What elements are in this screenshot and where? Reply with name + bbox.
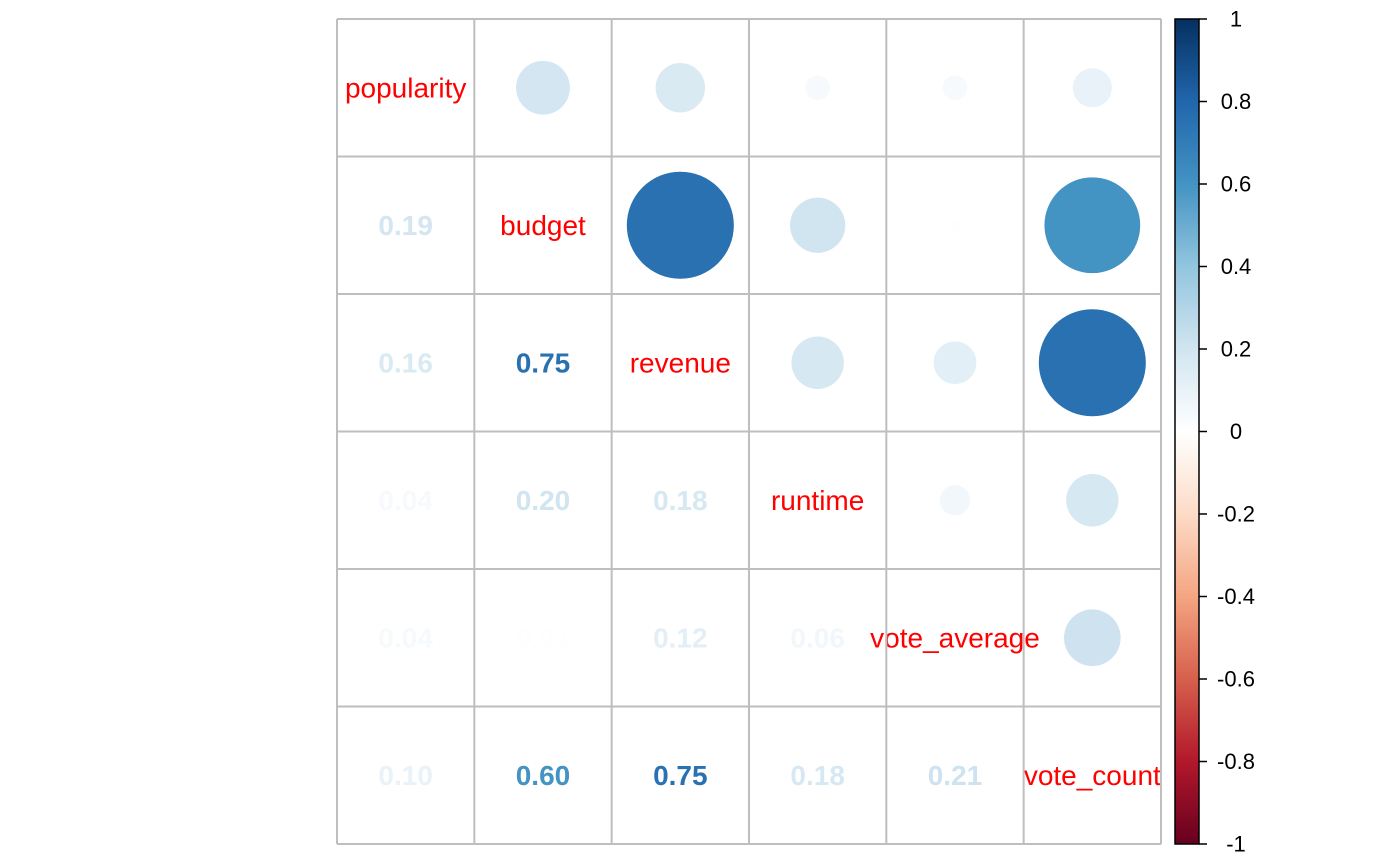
corr-value-vote_average-budget: 0.01 [516,622,571,653]
colorbar-tick-label: 0.4 [1221,254,1252,279]
corr-circle-runtime-vote_count [1066,474,1119,527]
corr-value-revenue-budget: 0.75 [516,347,571,378]
matrix-cells: 0.19 0.16 0.75 0.04 0.20 0.18 0.04 0.01 0.12 0.06… [345,60,1161,791]
corr-circle-budget-runtime [790,197,846,253]
corr-value-budget-popularity: 0.19 [378,210,433,241]
variable-label-runtime: runtime [771,485,864,516]
corr-value-vote_count-budget: 0.60 [516,760,571,791]
corr-circle-popularity-vote_count [1072,68,1112,108]
corr-value-vote_count-runtime: 0.18 [790,760,845,791]
corr-circle-popularity-vote_average [942,75,968,101]
corr-value-runtime-revenue: 0.18 [653,485,708,516]
colorbar-tick-label: -0.8 [1217,749,1255,774]
colorbar-tick-label: 0.2 [1221,337,1252,362]
colorbar-gradient [1174,18,1200,845]
colorbar-tick-label: -0.4 [1217,584,1255,609]
corr-value-runtime-popularity: 0.04 [378,485,433,516]
corr-circle-budget-revenue [626,171,734,279]
corr-circle-budget-vote_average [948,219,962,232]
corr-value-runtime-budget: 0.20 [516,485,571,516]
corr-circle-budget-vote_count [1044,177,1141,274]
corr-value-revenue-popularity: 0.16 [378,347,433,378]
variable-label-budget: budget [500,210,586,241]
corr-circle-revenue-runtime [791,336,844,389]
corr-value-vote_average-popularity: 0.04 [378,622,433,653]
colorbar-tick-label: -0.6 [1217,667,1255,692]
variable-label-vote_count: vote_count [1024,760,1161,791]
colorbar-tick-label: 0.6 [1221,172,1252,197]
corr-circle-vote_average-vote_count [1063,609,1121,667]
variable-label-revenue: revenue [630,347,731,378]
variable-label-popularity: popularity [345,72,466,103]
corr-circle-popularity-revenue [655,63,706,113]
colorbar-tick-label: 0 [1230,419,1242,444]
corr-value-vote_count-vote_average: 0.21 [928,760,983,791]
corr-circle-popularity-budget [516,60,570,115]
variable-label-vote_average: vote_average [870,622,1040,653]
corr-circle-popularity-runtime [805,75,831,101]
corr-value-vote_count-popularity: 0.10 [378,760,433,791]
colorbar-tick-label: -0.2 [1217,502,1255,527]
matrix-gridlines [336,18,1162,845]
corr-value-vote_average-runtime: 0.06 [790,622,845,653]
colorbar-tick-label: 1 [1230,7,1242,32]
corr-value-vote_average-revenue: 0.12 [653,622,708,653]
corr-circle-revenue-vote_average [933,341,977,385]
corr-circle-revenue-vote_count [1038,309,1146,417]
colorbar-tick-label: 0.8 [1221,89,1252,114]
corr-value-vote_count-revenue: 0.75 [653,760,708,791]
colorbar: 1 0.8 0.6 0.4 0.2 0 -0.2 -0.4 -0.6 -0.8 -1 [1174,7,1255,857]
corr-circle-runtime-vote_average [939,485,971,516]
colorbar-tick-label: -1 [1226,832,1246,857]
